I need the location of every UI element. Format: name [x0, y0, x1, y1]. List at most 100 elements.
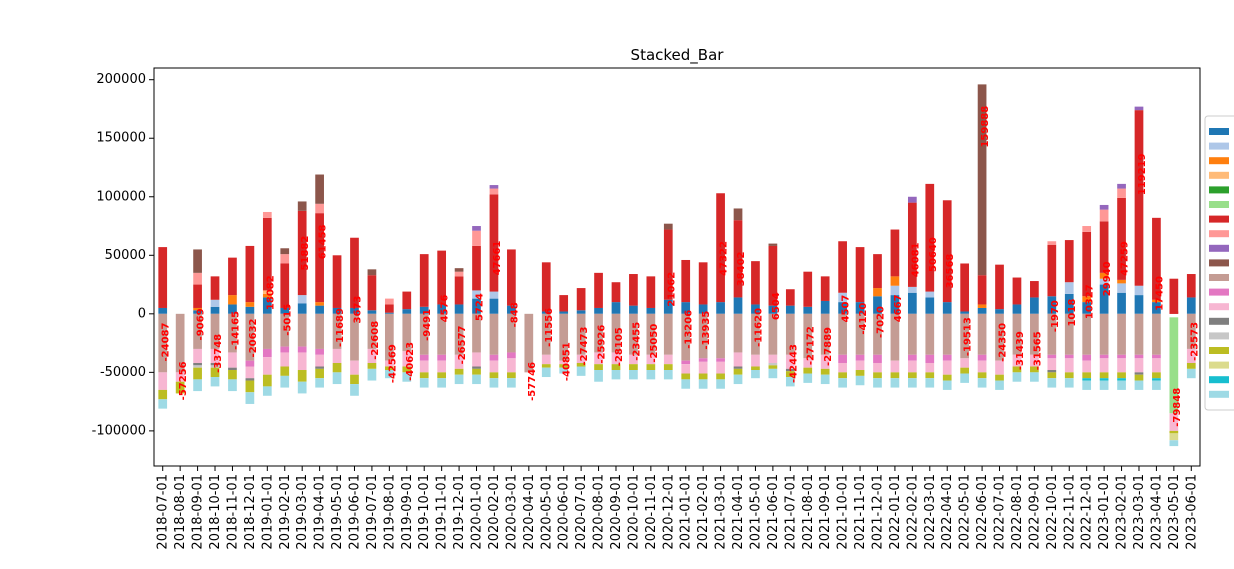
data-label: -5015 [283, 304, 294, 336]
bar-segment [1117, 354, 1126, 359]
bar-segment [228, 370, 237, 380]
bar-segment [1169, 440, 1179, 447]
bar-segment [1082, 302, 1092, 314]
data-label: -11556 [544, 308, 555, 347]
x-tick-label: 2021-05-01 [748, 474, 763, 550]
bar-segment [350, 384, 359, 396]
bar-segment [315, 174, 324, 204]
bar-segment [1152, 378, 1161, 381]
bar-segment [820, 276, 830, 301]
bar-segment [890, 229, 900, 277]
bar-segment [681, 364, 691, 374]
bar-segment [559, 367, 569, 374]
y-tick-label: 100000 [96, 189, 146, 204]
bar-segment [1082, 296, 1092, 303]
bar-segment [995, 309, 1004, 314]
bar-segment [995, 313, 1004, 361]
bar-segment [175, 313, 185, 373]
bar-segment [489, 360, 499, 373]
legend-swatch [1209, 171, 1229, 179]
data-label: -27473 [579, 326, 590, 365]
bar-segment [1099, 313, 1109, 355]
bar-segment [1047, 370, 1057, 373]
bar-segment [611, 302, 621, 314]
bar-segment [1169, 278, 1179, 314]
data-label: 10327 [1085, 284, 1096, 319]
bar-segment [1134, 358, 1144, 373]
bar-segment [489, 372, 499, 379]
bar-segment [437, 304, 447, 314]
legend-swatch [1209, 128, 1229, 135]
bar-segment [541, 262, 551, 312]
bar-segment [367, 310, 377, 314]
bar-segment [315, 305, 324, 314]
legend-swatch [1209, 317, 1229, 325]
bar-segment [1082, 313, 1092, 355]
bar-segment [995, 264, 1004, 310]
bar-segment [1099, 380, 1109, 390]
data-label: -20632 [248, 318, 259, 357]
bar-segment [785, 354, 795, 369]
x-tick-label: 2018-11-01 [225, 474, 240, 550]
bar-segment [193, 379, 202, 392]
bar-segment [297, 303, 307, 314]
bar-segment [245, 302, 255, 307]
bar-segment [1169, 413, 1179, 431]
data-label: -24087 [161, 323, 172, 362]
bar-segment [419, 354, 429, 361]
bar-segment [663, 370, 673, 380]
bar-segment [541, 313, 551, 355]
x-tick-label: 2018-07-01 [156, 474, 171, 550]
bar-segment [158, 307, 168, 314]
data-label: 3673 [352, 296, 363, 324]
bar-segment [977, 360, 987, 373]
x-tick-label: 2021-02-01 [696, 474, 711, 550]
x-tick-label: 2023-06-01 [1184, 474, 1199, 550]
data-label: 36568 [945, 254, 956, 289]
y-tick-label: 200000 [96, 72, 146, 87]
bar-segment [193, 367, 202, 380]
bar-segment [210, 365, 220, 368]
x-tick-label: 2021-06-01 [766, 474, 781, 550]
bar-segment [907, 292, 917, 314]
bar-segment [873, 254, 882, 289]
bar-segment [594, 307, 603, 314]
x-tick-label: 2019-02-01 [278, 474, 293, 550]
bar-segment [437, 372, 447, 379]
bar-segment [838, 362, 847, 373]
bar-segment [1134, 354, 1144, 359]
bar-segment [193, 348, 202, 363]
x-tick-label: 2021-08-01 [801, 474, 816, 550]
data-label: -26577 [457, 325, 468, 364]
bar-segment [1012, 277, 1022, 305]
legend-swatch [1209, 361, 1229, 369]
bar-segment [315, 366, 324, 369]
bar-segment [576, 366, 586, 376]
bar-segment [977, 84, 987, 276]
bar-segment [785, 368, 795, 372]
bar-segment [681, 360, 691, 365]
x-tick-label: 2019-09-01 [400, 474, 415, 550]
x-tick-label: 2022-01-01 [888, 474, 903, 550]
data-label: 4507 [841, 295, 852, 323]
bar-segment [245, 306, 255, 314]
bar-segment [1030, 297, 1039, 314]
y-tick-label: 150000 [96, 131, 146, 146]
legend-swatch [1209, 332, 1229, 340]
bar-segment [751, 313, 760, 355]
bar-segment [768, 354, 778, 363]
bar-segment [1152, 358, 1161, 373]
bar-segment [995, 374, 1004, 381]
bar-segment [890, 372, 900, 379]
bar-segment [768, 368, 778, 379]
data-label: -31439 [1015, 331, 1026, 370]
bar-segment [489, 298, 499, 314]
bar-segment [297, 381, 307, 394]
bar-segment [1047, 241, 1057, 245]
bar-segment [768, 245, 778, 306]
bar-segment [350, 313, 359, 361]
bar-segment [873, 354, 882, 363]
bar-segment [454, 271, 464, 277]
bar-segment [332, 348, 342, 363]
bar-segment [315, 348, 324, 355]
